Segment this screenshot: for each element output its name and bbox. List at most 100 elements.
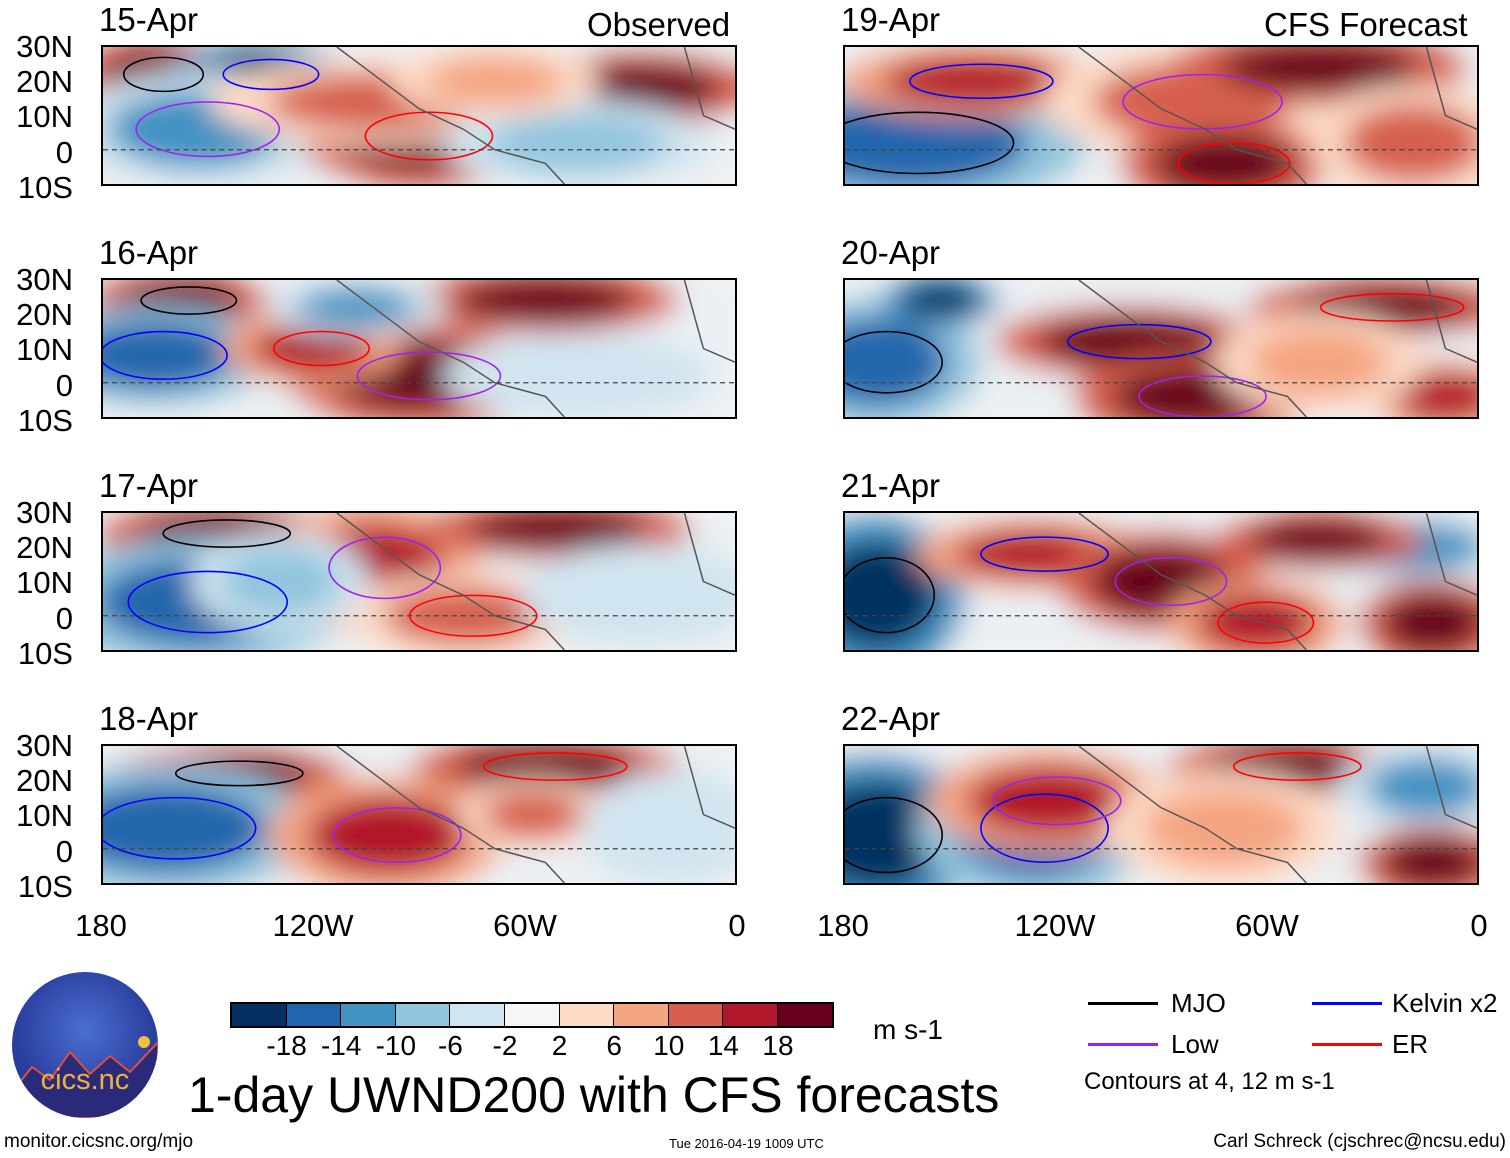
- legend-line-mjo: [1088, 1002, 1158, 1005]
- colorbar-swatch: [395, 1004, 451, 1026]
- wind-anomaly-region: [900, 283, 980, 319]
- wind-anomaly-region: [483, 790, 583, 839]
- wind-anomaly-region: [103, 321, 234, 390]
- contour-low: [332, 807, 462, 864]
- colorbar-level-label: 6: [606, 1030, 622, 1061]
- cicsnc-logo: cics.nc: [12, 972, 158, 1118]
- lat-tick-label: 20N: [16, 297, 73, 333]
- contour-er: [1177, 142, 1291, 184]
- wind-anomaly-region: [1154, 134, 1294, 184]
- colorbar-swatch: [286, 1004, 342, 1026]
- panel-date-label: 19-Apr: [841, 1, 941, 38]
- lat-tick-label: 0: [55, 833, 73, 869]
- lon-tick-label: 0: [728, 908, 746, 943]
- lat-tick-label: 30N: [16, 262, 73, 297]
- wind-anomaly-region: [487, 113, 667, 173]
- wind-anomaly-region: [220, 547, 340, 616]
- wind-anomaly-region: [1144, 789, 1304, 868]
- contour-mjo: [162, 519, 292, 548]
- lat-tick-label: 0: [55, 367, 73, 403]
- contour-er: [1232, 752, 1362, 781]
- coastline: [1078, 280, 1477, 417]
- wind-anomaly-region: [845, 541, 937, 649]
- colorbar-swatch: [232, 1004, 287, 1026]
- colorbar-level-label: -18: [266, 1030, 307, 1061]
- wind-anomaly-region: [1249, 328, 1389, 397]
- map-panel-17-Apr: [101, 511, 737, 652]
- panel-date-label: 22-Apr: [841, 700, 941, 737]
- wind-anomaly-region: [455, 747, 635, 786]
- logo-text: cics.nc: [40, 1064, 130, 1096]
- panel-date-label: 18-Apr: [99, 700, 199, 737]
- map-panel-19-Apr: [843, 45, 1479, 186]
- colorbar-swatch: [450, 1004, 505, 1026]
- contour-low: [1138, 375, 1267, 417]
- legend-line-er: [1312, 1043, 1382, 1046]
- coastline: [1078, 47, 1477, 184]
- panel-date-label: 17-Apr: [99, 467, 199, 504]
- lat-tick-label: 10N: [16, 798, 73, 834]
- contour-low: [356, 351, 502, 401]
- contour-er: [273, 330, 370, 367]
- wind-anomaly-region: [1196, 593, 1316, 650]
- contour-mjo: [845, 330, 943, 394]
- coastline: [1078, 746, 1477, 883]
- panel-date-label: 16-Apr: [99, 234, 199, 271]
- contour-low: [328, 536, 442, 600]
- contour-mjo: [174, 760, 304, 787]
- wind-anomaly-region: [487, 346, 667, 406]
- legend-line-kelvin: [1312, 1002, 1382, 1005]
- contour-low: [1122, 73, 1283, 130]
- legend-label-kelvin: Kelvin x2: [1392, 988, 1498, 1018]
- map-panel-16-Apr: [101, 278, 737, 419]
- colorbar-level-label: 2: [551, 1030, 568, 1061]
- colorbar-swatch: [723, 1004, 778, 1026]
- observed-header: Observed: [587, 6, 731, 43]
- figure-title: 1-day UWND200 with CFS forecasts: [188, 1067, 1000, 1123]
- colorbar-units: m s-1: [873, 1014, 943, 1045]
- wind-anomaly-region: [1344, 104, 1477, 182]
- colorbar-swatch: [341, 1004, 396, 1026]
- wind-anomaly-region: [560, 561, 720, 630]
- legend-label-low: Low: [1171, 1029, 1219, 1059]
- map-panel-20-Apr: [843, 278, 1479, 419]
- coastline: [1078, 513, 1477, 650]
- wind-anomaly-region: [1383, 593, 1477, 650]
- wind-anomaly-region: [967, 766, 1127, 835]
- contour-er: [364, 111, 494, 161]
- coastline: [336, 746, 735, 883]
- contour-kelvin: [103, 796, 257, 860]
- wind-anomaly-region: [455, 280, 635, 322]
- wind-anomaly-region: [1219, 47, 1419, 92]
- contour-kelvin: [103, 330, 228, 380]
- contour-kelvin: [908, 63, 1054, 100]
- wind-anomaly-region: [425, 56, 565, 106]
- contour-note: Contours at 4, 12 m s-1: [1084, 1068, 1335, 1095]
- lat-tick-label: 10N: [16, 565, 73, 601]
- lon-tick-label: 120W: [1014, 908, 1096, 943]
- map-panel-18-Apr: [101, 744, 737, 885]
- lat-tick-label: 10N: [16, 332, 73, 368]
- wind-anomaly-region: [1249, 520, 1389, 560]
- lat-tick-label: 30N: [16, 495, 73, 530]
- lon-tick-label: 180: [75, 908, 127, 943]
- lat-tick-label: 10S: [17, 169, 73, 205]
- map-panel-22-Apr: [843, 744, 1479, 885]
- panel-date-label: 15-Apr: [99, 1, 199, 38]
- contour-low: [135, 101, 281, 158]
- lat-tick-label: 30N: [16, 29, 73, 64]
- contour-er: [1319, 293, 1465, 322]
- legend-line-low: [1088, 1043, 1158, 1046]
- colorbar-level-label: 14: [707, 1030, 739, 1061]
- lon-tick-label: 180: [817, 908, 869, 943]
- wind-anomaly-region: [612, 789, 732, 868]
- footer-url[interactable]: monitor.cicsnc.org/mjo: [4, 1131, 194, 1152]
- colorbar-level-label: -6: [437, 1030, 463, 1061]
- wind-anomaly-region: [1366, 757, 1477, 817]
- colorbar-swatch: [777, 1004, 832, 1026]
- contour-kelvin: [222, 58, 320, 91]
- legend-label-er: ER: [1392, 1029, 1429, 1059]
- legend-label-mjo: MJO: [1171, 988, 1226, 1018]
- contour-low: [992, 776, 1122, 826]
- contour-kelvin: [980, 536, 1109, 572]
